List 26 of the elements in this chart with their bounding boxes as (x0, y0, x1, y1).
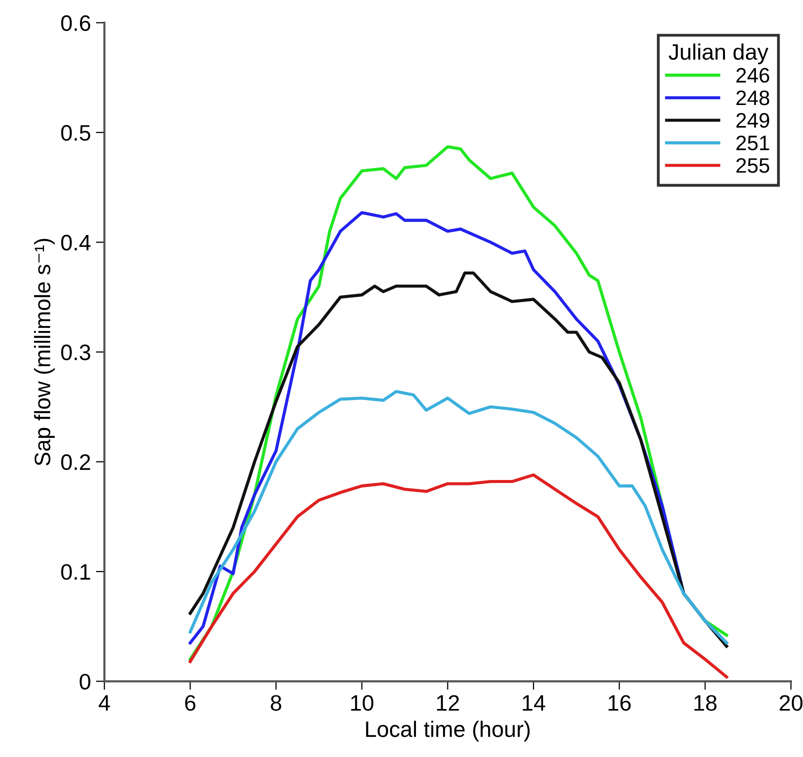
legend-title: Julian day (668, 44, 768, 64)
x-tick-label: 12 (437, 695, 459, 711)
legend-label: 249 (736, 113, 770, 128)
legend-label: 255 (736, 158, 770, 173)
y-tick-label: 0.4 (61, 234, 91, 251)
legend-label: 246 (736, 68, 770, 83)
x-tick-label: 20 (780, 695, 802, 711)
y-tick-label: 0.5 (61, 125, 90, 141)
x-tick-label: 10 (351, 695, 374, 711)
legend-label: 248 (736, 90, 770, 106)
x-tick-label: 4 (98, 695, 110, 711)
y-axis-title: Sap flow (millimole s⁻¹) (34, 238, 55, 466)
x-axis-title: Local time (hour) (366, 720, 530, 742)
x-tick-label: 18 (694, 695, 717, 711)
x-tick-label: 6 (185, 695, 196, 711)
y-tick-label: 0 (80, 674, 90, 690)
line-series (188, 390, 728, 644)
x-tick-label: 16 (608, 695, 631, 711)
y-tick-label: 0.3 (61, 344, 90, 360)
y-tick-label: 0.2 (61, 454, 90, 470)
x-tick-label: 8 (270, 695, 282, 711)
line-series (188, 473, 728, 678)
legend-label: 251 (736, 136, 770, 150)
y-tick-label: 0.1 (61, 564, 90, 580)
y-tick-label: 0.6 (61, 15, 90, 31)
x-tick-label: 14 (522, 695, 546, 711)
